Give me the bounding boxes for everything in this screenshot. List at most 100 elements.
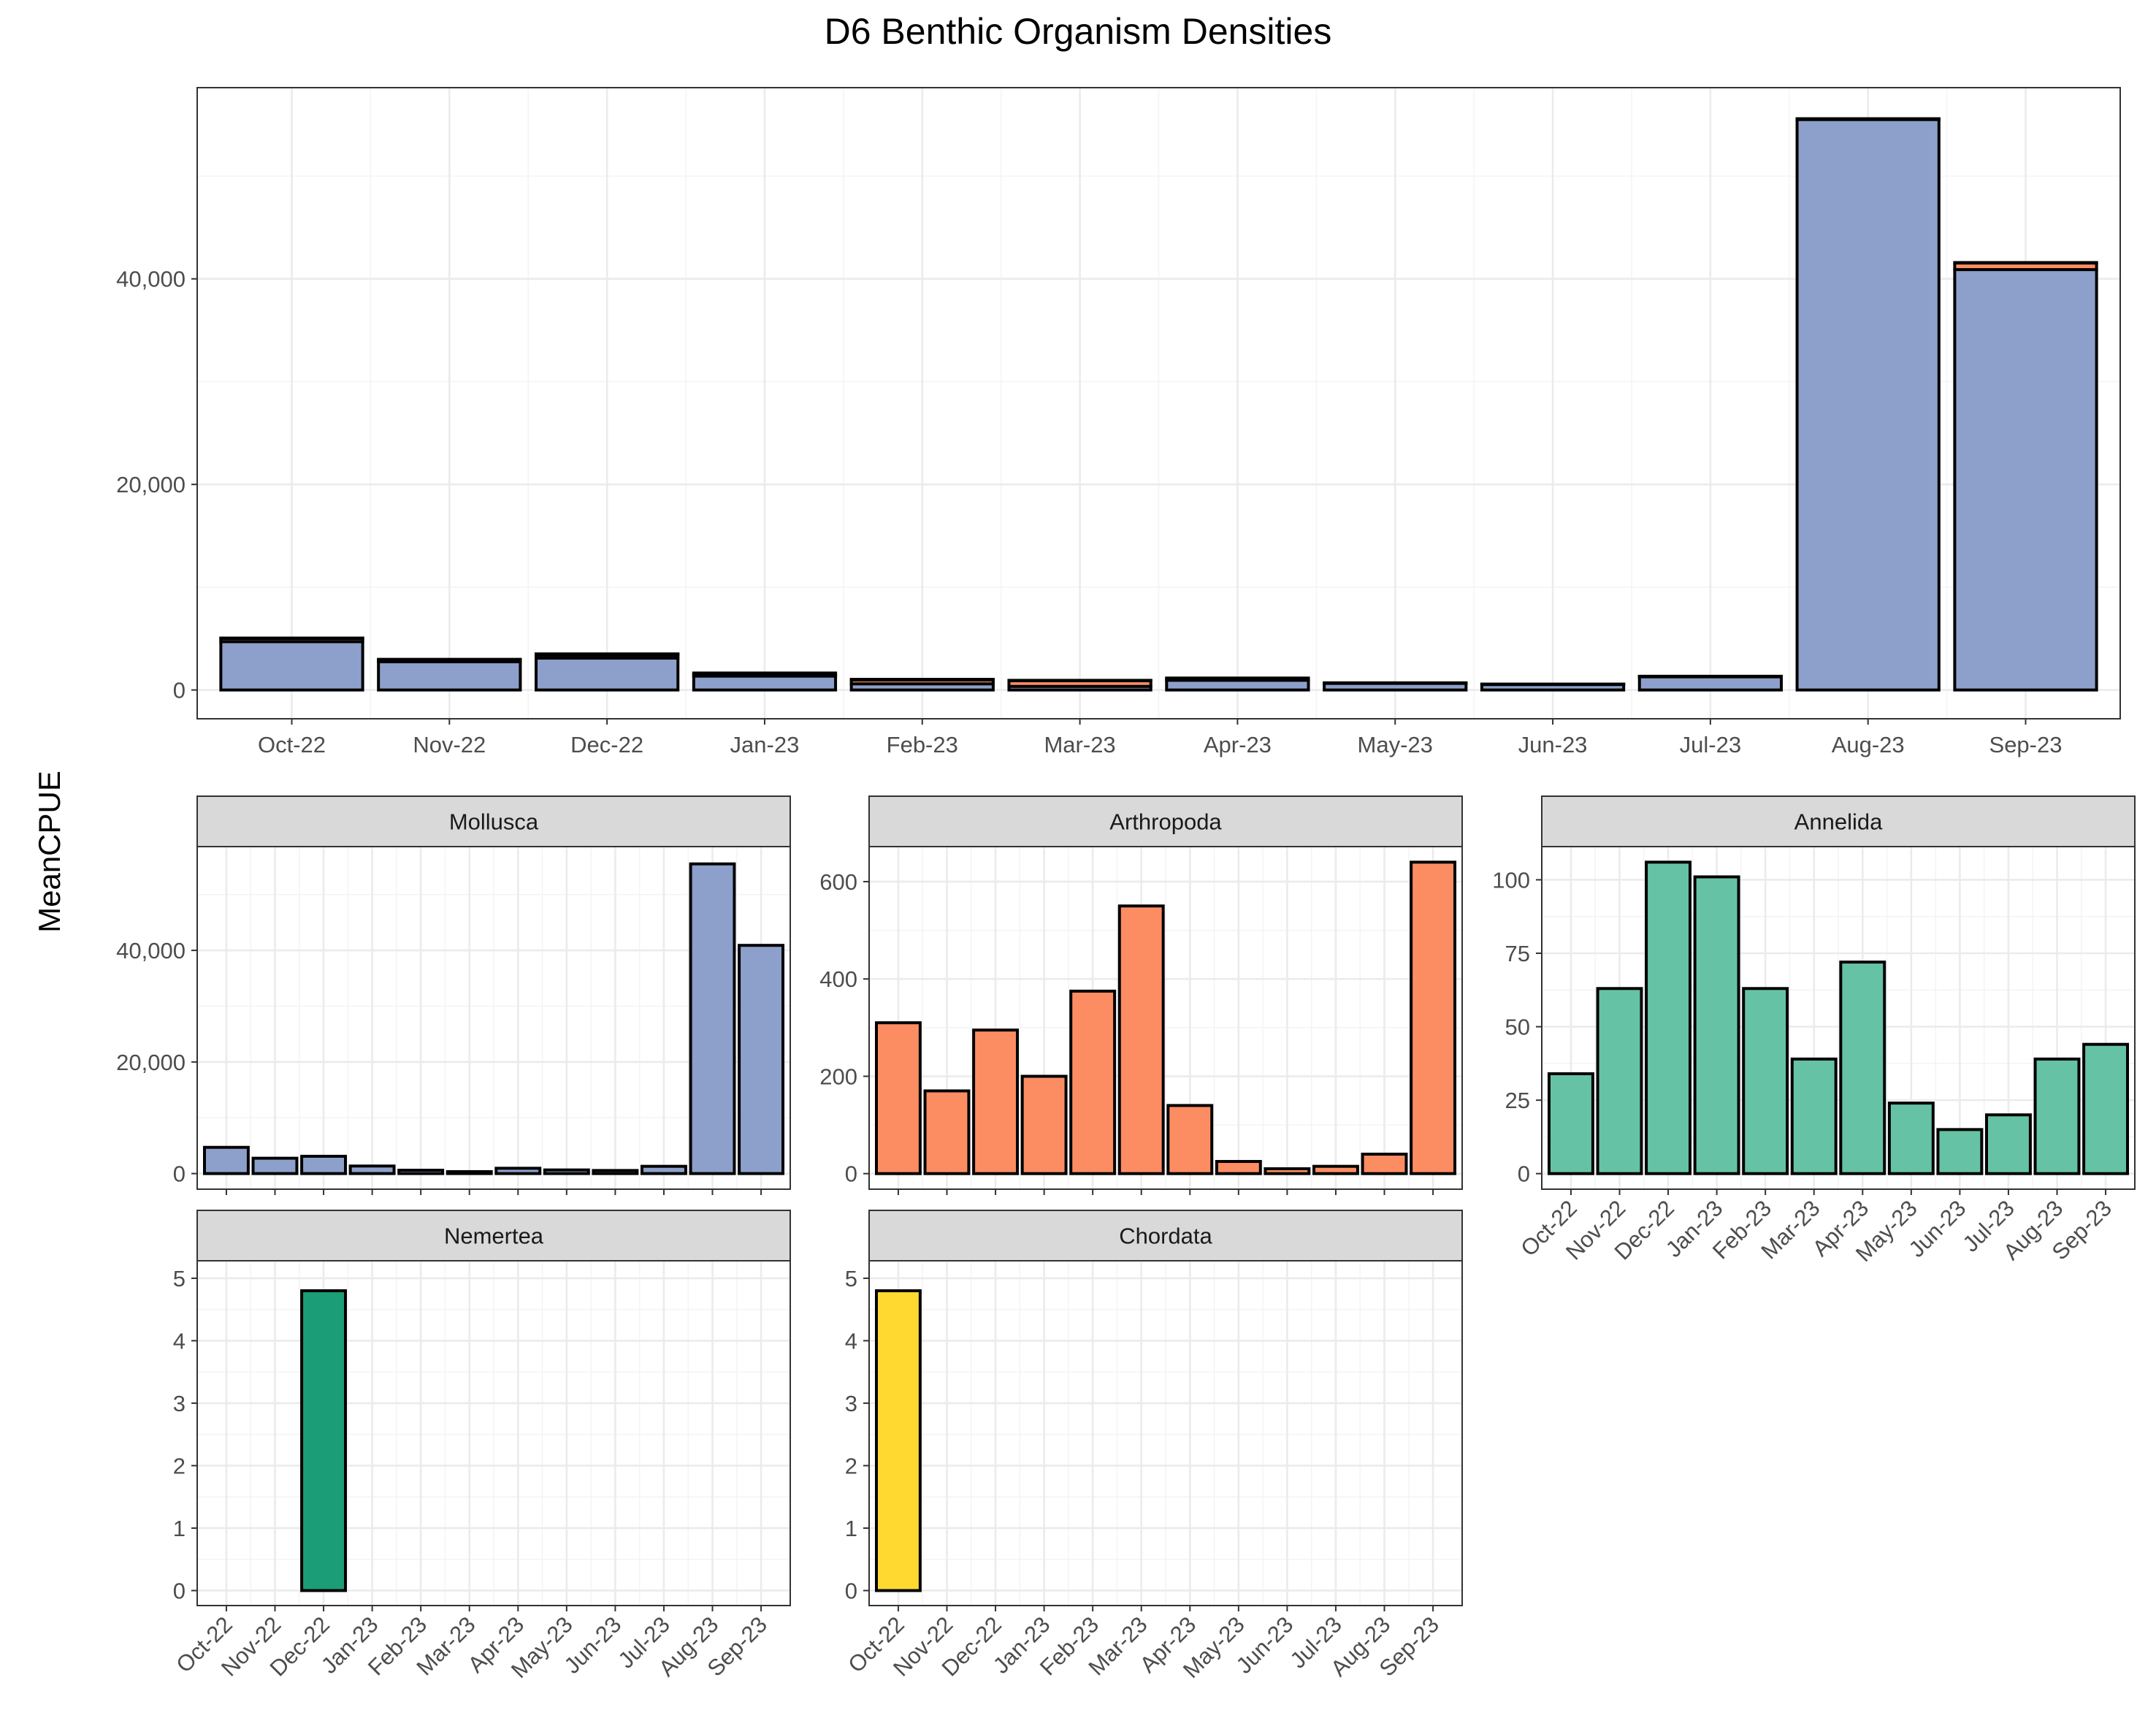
bar-may-23	[1887, 1102, 1935, 1175]
x-tick-label: Oct-22	[258, 732, 326, 757]
y-tick-label: 3	[173, 1391, 186, 1416]
y-tick-label: 0	[173, 678, 186, 703]
bar-feb-23	[1742, 987, 1789, 1175]
bar-annelida-jul-23	[1637, 674, 1783, 679]
bar-jul-23	[1985, 1113, 2032, 1175]
facet-strip	[868, 1210, 1463, 1262]
y-tick-label: 100	[1492, 867, 1530, 893]
y-tick-label: 0	[1518, 1161, 1530, 1187]
facet-strip-label: Annelida	[1794, 809, 1883, 835]
x-tick-label: May-23	[1358, 732, 1433, 757]
facet-strip	[1541, 795, 2136, 847]
bar-sep-23	[1410, 860, 1457, 1175]
y-tick-label: 5	[845, 1266, 857, 1291]
x-tick-label: Dec-22	[570, 732, 643, 757]
x-tick-label: Jan-23	[730, 732, 800, 757]
panel-arthropoda	[863, 795, 1463, 1195]
bar-apr-23	[494, 1167, 542, 1175]
panel-annelida	[1536, 795, 2136, 1195]
bar-mar-23	[1790, 1057, 1838, 1175]
bar-oct-22	[874, 1289, 922, 1592]
bar-jun-23	[1936, 1128, 1984, 1175]
chart-title: D6 Benthic Organism Densities	[825, 11, 1332, 52]
bar-annelida-may-23	[1323, 681, 1468, 685]
y-tick-label: 4	[173, 1328, 186, 1354]
y-tick-label: 40,000	[116, 267, 186, 292]
panel-nemertea	[191, 1210, 791, 1611]
y-tick-label: 2	[845, 1453, 857, 1478]
y-tick-label: 20,000	[116, 1050, 186, 1075]
bar-mollusca-nov-22	[377, 660, 522, 692]
bar-dec-22	[972, 1028, 1020, 1175]
bar-apr-23	[1839, 961, 1886, 1175]
bar-mollusca-jan-23	[692, 674, 838, 692]
bar-feb-23	[397, 1169, 445, 1175]
facet-strip	[868, 795, 1463, 847]
bar-apr-23	[1166, 1104, 1214, 1175]
bar-aug-23	[2033, 1057, 2081, 1175]
bar-jul-23	[1312, 1164, 1359, 1175]
facet-strip	[196, 795, 791, 847]
y-tick-label: 1	[173, 1516, 186, 1541]
panel-border	[196, 87, 2121, 720]
bar-annelida-sep-23	[1953, 261, 2098, 265]
y-tick-label: 400	[819, 966, 857, 992]
x-tick-label: Mar-23	[1044, 732, 1115, 757]
y-tick-label: 200	[819, 1064, 857, 1089]
bar-feb-23	[1069, 989, 1117, 1175]
bar-dec-22	[1645, 860, 1692, 1175]
bar-sep-23	[738, 944, 785, 1175]
bar-jun-23	[592, 1169, 639, 1175]
x-tick-label: Feb-23	[887, 732, 958, 757]
bar-mollusca-dec-22	[535, 656, 680, 692]
y-tick-label: 0	[173, 1161, 186, 1187]
y-axis-title: MeanCPUE	[32, 771, 66, 933]
bar-nov-22	[251, 1156, 299, 1175]
bar-nov-22	[923, 1089, 971, 1175]
facet-strip	[196, 1210, 791, 1262]
y-tick-label: 3	[845, 1391, 857, 1416]
y-tick-label: 40,000	[116, 938, 186, 963]
bar-dec-22	[300, 1289, 347, 1592]
y-tick-label: 0	[845, 1161, 857, 1187]
bar-sep-23	[2082, 1042, 2130, 1175]
bar-may-23	[543, 1168, 590, 1175]
y-tick-label: 25	[1505, 1088, 1530, 1113]
facet-strip-label: Arthropoda	[1109, 809, 1222, 835]
y-tick-label: 4	[845, 1328, 857, 1354]
bar-chordata-oct-22	[219, 636, 364, 641]
bar-may-23	[1215, 1160, 1262, 1175]
y-tick-label: 2	[173, 1453, 186, 1478]
panel-chordata	[863, 1210, 1463, 1611]
facet-strip-label: Chordata	[1119, 1224, 1212, 1249]
bar-mollusca-aug-23	[1795, 118, 1941, 692]
x-tick-label: Jun-23	[1518, 732, 1588, 757]
panel-mollusca	[191, 795, 791, 1195]
bar-oct-22	[202, 1145, 250, 1175]
bar-jan-23	[1693, 875, 1740, 1175]
bar-annelida-aug-23	[1795, 117, 1941, 121]
panel-overview	[191, 87, 2121, 725]
facet-strip-label: Mollusca	[449, 809, 539, 835]
bar-aug-23	[1361, 1153, 1408, 1175]
bar-mar-23	[446, 1169, 493, 1175]
bar-jul-23	[641, 1164, 687, 1175]
x-tick-label: Apr-23	[1204, 732, 1272, 757]
bar-annelida-apr-23	[1165, 676, 1310, 681]
bar-mar-23	[1117, 904, 1165, 1175]
x-tick-label: Aug-23	[1832, 732, 1905, 757]
y-tick-label: 600	[819, 869, 857, 895]
y-tick-label: 20,000	[116, 472, 186, 497]
bar-annelida-jun-23	[1480, 682, 1626, 687]
bar-mollusca-sep-23	[1953, 268, 2098, 692]
y-tick-label: 5	[173, 1266, 186, 1291]
y-tick-label: 1	[845, 1516, 857, 1541]
bar-nov-22	[1596, 987, 1643, 1175]
y-tick-label: 75	[1505, 941, 1530, 966]
bar-aug-23	[689, 862, 736, 1175]
bar-jan-23	[1020, 1075, 1068, 1175]
y-tick-label: 50	[1505, 1015, 1530, 1040]
bar-annelida-feb-23	[849, 677, 995, 682]
bar-oct-22	[1547, 1072, 1594, 1175]
